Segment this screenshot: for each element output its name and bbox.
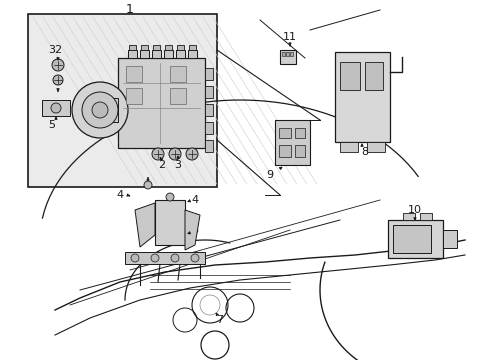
Circle shape — [185, 148, 198, 160]
Circle shape — [53, 75, 63, 85]
Bar — [402, 213, 414, 220]
Bar — [334, 52, 389, 142]
Bar — [289, 52, 292, 56]
Bar — [141, 45, 148, 50]
Circle shape — [131, 254, 139, 262]
Bar — [163, 50, 173, 58]
Text: 32: 32 — [48, 45, 62, 55]
Bar — [110, 98, 118, 122]
Bar — [279, 128, 290, 138]
Bar — [204, 104, 213, 116]
Bar — [204, 86, 213, 98]
Circle shape — [51, 103, 61, 113]
Circle shape — [171, 254, 179, 262]
Bar — [126, 88, 142, 104]
Bar — [187, 50, 197, 58]
Text: 10: 10 — [407, 205, 421, 215]
Bar — [204, 68, 213, 80]
Bar — [392, 225, 430, 253]
Circle shape — [92, 102, 108, 118]
Circle shape — [165, 193, 174, 201]
Bar — [28, 14, 217, 187]
Text: 8: 8 — [361, 147, 368, 157]
Bar — [294, 145, 305, 157]
Bar — [42, 100, 70, 116]
Bar — [419, 213, 431, 220]
Circle shape — [191, 254, 199, 262]
Bar — [128, 50, 137, 58]
Text: 7: 7 — [216, 315, 223, 325]
Text: 3: 3 — [174, 160, 181, 170]
Bar — [339, 62, 359, 90]
Circle shape — [151, 254, 159, 262]
Bar — [274, 120, 309, 165]
Bar — [164, 45, 172, 50]
Bar — [204, 122, 213, 134]
Bar — [153, 45, 160, 50]
Bar — [125, 252, 204, 264]
Bar — [118, 58, 204, 148]
Bar — [177, 45, 183, 50]
Text: 4: 4 — [191, 195, 198, 205]
Text: 6: 6 — [191, 225, 198, 235]
Circle shape — [82, 92, 118, 128]
Circle shape — [143, 181, 152, 189]
Bar — [280, 50, 295, 64]
Bar — [282, 52, 285, 56]
Bar — [204, 140, 213, 152]
Text: 9: 9 — [266, 170, 273, 180]
Text: 4: 4 — [116, 190, 123, 200]
Bar — [285, 52, 288, 56]
Circle shape — [169, 148, 181, 160]
Bar — [364, 62, 382, 90]
Bar — [152, 50, 161, 58]
Text: 11: 11 — [283, 32, 296, 42]
Bar — [442, 230, 456, 248]
Bar — [339, 142, 357, 152]
Circle shape — [152, 148, 163, 160]
Bar — [189, 45, 196, 50]
Text: 2: 2 — [158, 160, 165, 170]
Polygon shape — [184, 210, 200, 250]
Circle shape — [52, 59, 64, 71]
Bar — [294, 128, 305, 138]
Bar — [170, 88, 185, 104]
Circle shape — [72, 82, 128, 138]
Bar — [126, 66, 142, 82]
Bar — [170, 66, 185, 82]
Bar — [366, 142, 384, 152]
Bar — [176, 50, 184, 58]
Bar — [279, 145, 290, 157]
Polygon shape — [135, 203, 155, 247]
Bar — [129, 45, 136, 50]
Text: 1: 1 — [126, 3, 134, 15]
Bar — [140, 50, 149, 58]
Bar — [387, 220, 442, 258]
Bar — [155, 200, 184, 245]
Text: 5: 5 — [48, 120, 55, 130]
